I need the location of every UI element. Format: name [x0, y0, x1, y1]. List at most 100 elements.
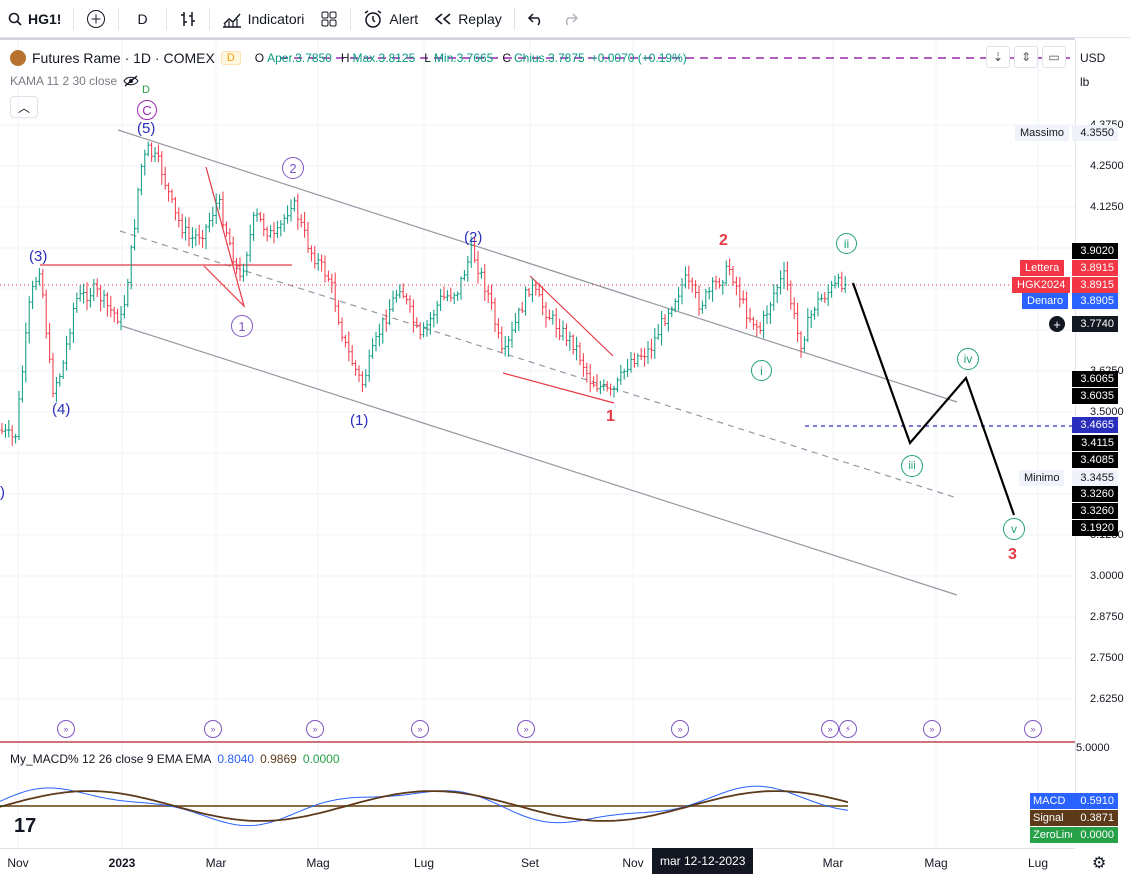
event-icon[interactable]: »	[204, 720, 222, 738]
wave-label-4[interactable]: (4)	[52, 401, 71, 418]
wave-green-iv[interactable]: iv	[957, 348, 979, 370]
price-tick: 3.5000	[1090, 406, 1124, 418]
alert-button[interactable]: Alert	[355, 0, 426, 38]
settings-gear-icon[interactable]: ⚙	[1092, 855, 1107, 872]
wave-circle-1[interactable]: 1	[231, 315, 253, 337]
unit-select[interactable]: lb	[1076, 71, 1126, 93]
unit-label: lb	[1080, 75, 1090, 89]
ohlc-bar	[697, 285, 701, 316]
top-toolbar: HG1! D Indicatori Alert Replay	[0, 0, 1130, 38]
wave-label-D[interactable]: D	[142, 84, 150, 96]
macd-v1: 0.8040	[217, 752, 255, 766]
tradingview-logo[interactable]: 17	[14, 815, 37, 837]
macd-title[interactable]: My_MACD% 12 26 close 9 EMA EMA	[10, 752, 212, 766]
currency-select[interactable]: USD	[1076, 47, 1126, 69]
red-wedge-left[interactable]	[203, 166, 246, 309]
ohlc-bar	[146, 141, 150, 157]
ohlc-bar	[415, 317, 419, 329]
ohlc-bar	[333, 272, 337, 313]
projection-path[interactable]	[851, 282, 1016, 516]
denaro-value: 3.8905	[1072, 293, 1118, 309]
ohlc-bar	[119, 305, 123, 331]
maximize-pane-button[interactable]: ▭	[1042, 46, 1066, 68]
layouts-button[interactable]	[312, 0, 346, 38]
wave-label-C[interactable]: C	[137, 100, 157, 120]
wave-green-v[interactable]: v	[1003, 518, 1025, 540]
ohlc-bar	[255, 208, 259, 222]
top-divider	[0, 38, 1075, 40]
wave-red-1[interactable]: 1	[606, 408, 615, 425]
currency-label: USD	[1080, 51, 1106, 65]
denaro-tag: Denaro	[1022, 293, 1069, 309]
time-axis[interactable]	[0, 848, 1075, 878]
redo-button[interactable]	[553, 0, 587, 38]
chart-type-button[interactable]	[171, 0, 205, 38]
ohlc-bar	[133, 219, 137, 251]
wave-green-i[interactable]: i	[751, 360, 772, 381]
ohlc-bar	[201, 230, 205, 248]
wave-label-3[interactable]: (3)	[29, 248, 48, 265]
price-36065: 3.6065	[1072, 371, 1118, 387]
wave-red-2[interactable]: 2	[719, 232, 728, 249]
ohlc-bar	[578, 342, 582, 366]
channel-upper-line[interactable]	[117, 129, 958, 403]
move-up-button[interactable]: ⇣	[986, 46, 1010, 68]
wave-circle-2[interactable]: 2	[282, 157, 304, 179]
ohlc-bar	[493, 297, 497, 333]
event-icon[interactable]: »	[821, 720, 839, 738]
ohlc-bar	[224, 221, 228, 237]
ohlc-bar	[418, 322, 422, 340]
add-plus-icon[interactable]: +	[1049, 316, 1065, 332]
event-icon[interactable]: »	[671, 720, 689, 738]
ohlc-bar	[527, 287, 531, 297]
event-icon[interactable]: »	[57, 720, 75, 738]
ohlc-bar	[520, 301, 524, 314]
ohlc-bar	[466, 255, 470, 282]
indicators-button[interactable]: Indicatori	[214, 0, 313, 38]
ohlc-bar	[456, 291, 460, 301]
event-icon[interactable]: »	[923, 720, 941, 738]
chart-title[interactable]: Futures Rame · 1D · COMEX	[32, 50, 215, 66]
wave-green-ii[interactable]: ii	[836, 233, 857, 254]
ohlc-bar	[789, 280, 793, 310]
price-chart[interactable]	[0, 38, 1075, 848]
ohlc-bar	[843, 276, 847, 294]
wave-label-edge[interactable]: )	[0, 484, 5, 501]
wave-label-1[interactable]: (1)	[350, 412, 369, 429]
ohlc-bar	[391, 290, 395, 312]
ohlc-bar	[279, 220, 283, 237]
compare-button[interactable]	[78, 0, 114, 38]
eye-off-icon[interactable]	[123, 75, 139, 87]
ohlc-bar	[326, 270, 330, 282]
collapse-pane-button[interactable]: ⇕	[1014, 46, 1038, 68]
price-tick: 3.0000	[1090, 570, 1124, 582]
ohlc-bar	[490, 284, 494, 310]
collapse-legend-button[interactable]: ︿	[10, 96, 38, 118]
wave-red-3[interactable]: 3	[1008, 546, 1017, 563]
event-icon[interactable]: »	[517, 720, 535, 738]
ohlc-bar	[105, 292, 109, 317]
time-tick: Mar	[205, 856, 227, 870]
ohlc-bar	[68, 328, 72, 350]
channel-lower-line[interactable]	[121, 325, 958, 596]
undo-button[interactable]	[519, 0, 553, 38]
ohlc-bar	[364, 369, 368, 388]
macd-legend: My_MACD% 12 26 close 9 EMA EMA 0.8040 0.…	[10, 752, 340, 766]
ohlc-bar	[139, 163, 143, 196]
kama-label[interactable]: KAMA 11 2 30 close	[10, 74, 118, 88]
lettera-value: 3.8915	[1072, 260, 1118, 276]
wave-green-iii[interactable]: iii	[901, 455, 923, 477]
wave-label-2[interactable]: (2)	[464, 229, 483, 246]
interval-button[interactable]: D	[123, 0, 161, 38]
ohlc-bar	[673, 298, 677, 313]
symbol-search-button[interactable]: HG1!	[0, 0, 69, 38]
event-icon[interactable]: »	[306, 720, 324, 738]
red-wedge-right[interactable]	[502, 275, 615, 404]
flash-event-icon[interactable]: ⚡	[839, 720, 857, 738]
wave-label-5[interactable]: (5)	[137, 120, 156, 137]
replay-button[interactable]: Replay	[426, 0, 510, 38]
event-icon[interactable]: »	[1024, 720, 1042, 738]
event-icon[interactable]: »	[411, 720, 429, 738]
divider	[73, 7, 75, 30]
channel-mid-line[interactable]	[119, 230, 958, 499]
